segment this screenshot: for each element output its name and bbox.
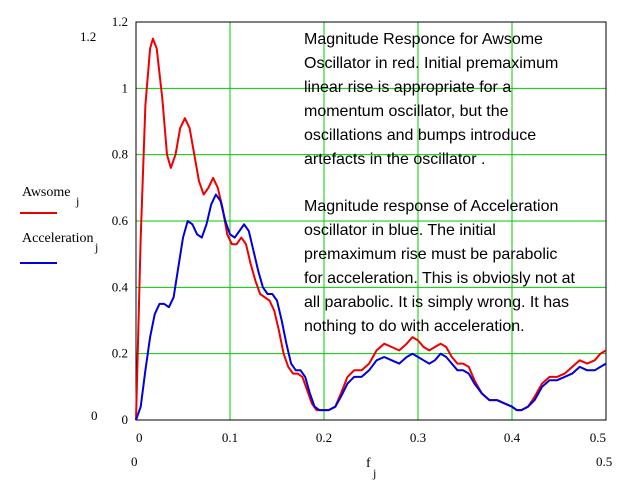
annotation-line: Oscillator in red. Initial premaximum bbox=[304, 55, 558, 72]
x-tick-label: 0 bbox=[136, 430, 143, 445]
legend-sub-awsome: j bbox=[75, 194, 79, 208]
x-axis-max-label: 0.5 bbox=[596, 454, 612, 469]
annotation-line: oscillations and bumps introduce bbox=[304, 127, 536, 144]
x-axis-title: f bbox=[366, 456, 371, 471]
y-tick-label: 0.2 bbox=[112, 346, 128, 361]
legend-sub-acceleration: j bbox=[94, 240, 98, 254]
x-tick-label: 0.4 bbox=[504, 430, 521, 445]
annotation-line: linear rise is appropriate for a bbox=[304, 79, 511, 96]
legend: Awsome j Acceleration j bbox=[20, 185, 98, 264]
annotation-layer: Magnitude Responce for Awsome Oscillator … bbox=[304, 31, 576, 335]
tick-layer: 0 0.2 0.4 0.6 0.8 1 1.2 0 0.1 0.2 0.3 0.4 0.5 bbox=[112, 14, 606, 445]
y-tick-label: 0.6 bbox=[112, 213, 129, 228]
series-line-acceleration bbox=[135, 193, 607, 421]
series-layer bbox=[135, 37, 607, 421]
y-axis-top-limit-label: 1.2 bbox=[80, 29, 96, 44]
annotation-line: Magnitude response of Acceleration bbox=[304, 198, 558, 215]
x-tick-label: 0.2 bbox=[316, 430, 332, 445]
annotation-line: oscillator in blue. The initial bbox=[304, 222, 496, 239]
y-tick-label: 1 bbox=[122, 80, 129, 95]
annotation-line: momentum oscillator, but the bbox=[304, 103, 509, 120]
x-axis-min-label: 0 bbox=[131, 454, 138, 469]
y-tick-label: 0.8 bbox=[112, 147, 128, 162]
annotation-line: nothing to do with acceleration. bbox=[304, 318, 525, 335]
annotation-line: all parabolic. It is simply wrong. It ha… bbox=[304, 294, 569, 311]
x-axis-title-sub: j bbox=[372, 466, 376, 480]
plot-frame bbox=[135, 21, 607, 421]
y-axis-bottom-limit-label: 0 bbox=[91, 408, 98, 423]
x-tick-label: 0.5 bbox=[590, 430, 606, 445]
annotation-line: Magnitude Responce for Awsome bbox=[304, 31, 543, 48]
annotation-line: for acceleration. This is obviosly not a… bbox=[304, 270, 576, 287]
annotation-line: artefacts in the oscillator . bbox=[304, 151, 485, 168]
y-tick-label: 0 bbox=[122, 412, 129, 427]
annotation-line: premaximum rise must be parabolic bbox=[304, 246, 557, 263]
y-tick-label: 1.2 bbox=[112, 14, 128, 29]
x-tick-label: 0.3 bbox=[410, 430, 426, 445]
legend-label-awsome: Awsome bbox=[22, 185, 71, 200]
x-tick-label: 0.1 bbox=[222, 430, 238, 445]
legend-label-acceleration: Acceleration bbox=[22, 231, 94, 246]
y-tick-label: 0.4 bbox=[112, 279, 129, 294]
